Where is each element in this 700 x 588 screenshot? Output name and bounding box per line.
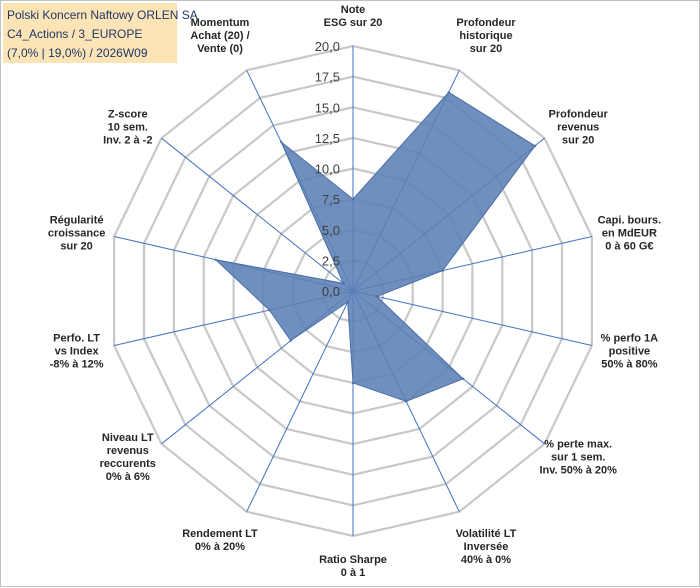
radar-series	[214, 91, 537, 403]
data-point	[405, 400, 408, 403]
data-point	[289, 339, 292, 342]
axis-label-line: 50% à 80%	[601, 359, 657, 371]
tick-label: 20,0	[315, 39, 340, 54]
data-point	[351, 381, 355, 385]
axis-label-line: sur 20	[60, 241, 92, 253]
data-point	[351, 197, 355, 201]
axis-label-line: 0% à 20%	[195, 541, 245, 553]
title-category: C4_Actions / 3_EUROPE	[7, 27, 143, 41]
axis-label-line: en MdEUR	[602, 228, 657, 240]
axis-label-line: Profondeur	[549, 108, 609, 120]
axis-label-line: 0% à 6%	[106, 471, 150, 483]
tick-label: 0,0	[322, 284, 340, 299]
data-point	[461, 377, 465, 380]
axis-label-line: Inv. 50% à 20%	[539, 465, 617, 477]
axis-label-line: revenus	[557, 121, 599, 133]
axis-label: Rendement LT0% à 20%	[182, 528, 258, 553]
data-point	[342, 282, 345, 285]
axis-label-line: revenus	[107, 445, 149, 457]
axis-spoke	[246, 290, 354, 512]
axis-label-line: ESG sur 20	[324, 17, 383, 29]
axis-label-line: Profondeur	[456, 17, 516, 29]
axis-spoke	[352, 290, 593, 346]
axis-label-line: Volatilité LT	[456, 528, 517, 540]
axis-label-line: Vente (0)	[197, 43, 243, 55]
axis-label-line: Rendement LT	[182, 528, 258, 540]
data-point	[441, 269, 444, 272]
data-point	[346, 300, 349, 304]
axis-label-line: 0 à 1	[341, 567, 365, 579]
axis-label-line: Niveau LT	[102, 432, 154, 444]
axis-label-line: Z-score	[108, 108, 148, 120]
tick-label: 2,5	[322, 253, 340, 268]
axis-label-line: historique	[459, 30, 512, 42]
axis-label-line: sur 20	[562, 134, 594, 146]
data-point	[375, 295, 379, 298]
axis-label-line: vs Index	[55, 346, 100, 358]
tick-label: 17,5	[315, 70, 340, 85]
data-point	[214, 258, 217, 261]
axis-label-line: Momentum	[191, 17, 250, 29]
axis-label-line: Perfo. LT	[53, 333, 100, 345]
axis-label-line: reccurents	[100, 458, 156, 470]
title-box: Polski Koncern Naftowy ORLEN SA C4_Actio…	[3, 3, 198, 63]
axis-label-line: 40% à 0%	[461, 554, 511, 566]
tick-label: 12,5	[315, 131, 340, 146]
axis-label-line: sur 1 sem.	[551, 452, 605, 464]
axis-label-line: Note	[341, 4, 365, 16]
axis-label-line: -8% à 12%	[50, 359, 104, 371]
axis-label-line: croissance	[48, 228, 105, 240]
tick-label: 7,5	[322, 192, 340, 207]
data-point	[280, 140, 283, 144]
data-point	[447, 91, 450, 94]
title-company: Polski Koncern Naftowy ORLEN SA	[7, 8, 198, 22]
tick-label: 5,0	[322, 223, 340, 238]
tick-label: 15,0	[315, 100, 340, 115]
axis-label-line: % perte max.	[544, 439, 612, 451]
axis-label-line: positive	[609, 346, 651, 358]
axis-label-line: 10 sem.	[108, 121, 148, 133]
axis-spoke	[161, 137, 354, 292]
axis-label-line: Inversée	[464, 541, 509, 553]
axis-label-line: Achat (20) /	[190, 30, 249, 42]
axis-label: % perte max.sur 1 sem.Inv. 50% à 20%	[539, 439, 617, 477]
axis-label-line: 0 à 60 G€	[605, 241, 653, 253]
radial-tick-labels: 0,0 2,5 5,0 7,5 10,0 12,5 15,0 17,5 20,0	[315, 39, 340, 299]
axis-label-line: sur 20	[470, 43, 502, 55]
axis-label-line: Ratio Sharpe	[319, 554, 387, 566]
axis-label-line: % perfo 1A	[601, 333, 659, 345]
axis-label-line: Régularité	[50, 215, 104, 227]
axis-label-line: Inv. 2 à -2	[103, 134, 152, 146]
tick-label: 10,0	[315, 162, 340, 177]
data-point	[268, 308, 271, 312]
title-params: (7,0% | 19,0%) / 2026W09	[7, 46, 148, 60]
data-point	[533, 144, 537, 148]
axis-label-line: Capi. bours.	[598, 215, 662, 227]
